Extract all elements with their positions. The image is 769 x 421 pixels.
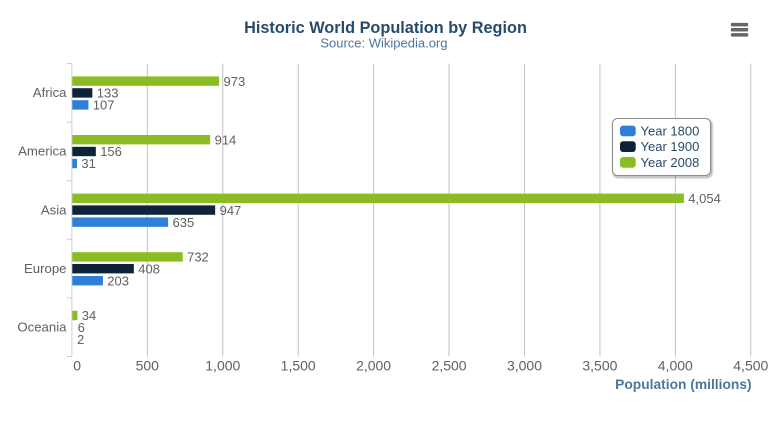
svg-text:4,000: 4,000 bbox=[658, 358, 693, 374]
svg-text:Europe: Europe bbox=[24, 261, 67, 276]
svg-text:Year 1800: Year 1800 bbox=[641, 123, 700, 138]
svg-text:2,000: 2,000 bbox=[356, 358, 391, 374]
svg-text:3,500: 3,500 bbox=[582, 358, 617, 374]
svg-text:1,000: 1,000 bbox=[205, 358, 240, 374]
svg-text:Year 2008: Year 2008 bbox=[641, 155, 700, 170]
svg-text:0: 0 bbox=[73, 358, 81, 374]
svg-text:732: 732 bbox=[187, 250, 209, 265]
svg-text:4,054: 4,054 bbox=[688, 191, 721, 206]
svg-text:156: 156 bbox=[100, 144, 122, 159]
svg-text:America: America bbox=[18, 144, 67, 159]
svg-text:107: 107 bbox=[93, 98, 115, 113]
svg-text:4,500: 4,500 bbox=[733, 358, 768, 374]
svg-text:408: 408 bbox=[138, 261, 160, 276]
svg-text:203: 203 bbox=[107, 273, 129, 288]
svg-text:947: 947 bbox=[220, 203, 242, 218]
svg-text:133: 133 bbox=[97, 86, 119, 101]
svg-text:635: 635 bbox=[173, 215, 195, 230]
svg-text:2,500: 2,500 bbox=[432, 358, 467, 374]
svg-text:973: 973 bbox=[224, 74, 246, 89]
svg-text:2: 2 bbox=[77, 332, 84, 347]
svg-text:Oceania: Oceania bbox=[17, 320, 67, 335]
svg-text:3,000: 3,000 bbox=[507, 358, 542, 374]
svg-text:Africa: Africa bbox=[33, 85, 67, 100]
svg-text:1,500: 1,500 bbox=[281, 358, 316, 374]
svg-text:500: 500 bbox=[136, 358, 160, 374]
svg-text:Year 1900: Year 1900 bbox=[641, 139, 700, 154]
svg-text:6: 6 bbox=[78, 320, 85, 335]
svg-text:Asia: Asia bbox=[41, 202, 67, 217]
svg-text:Population (millions): Population (millions) bbox=[615, 377, 751, 392]
svg-text:34: 34 bbox=[82, 308, 96, 323]
svg-text:31: 31 bbox=[81, 156, 95, 171]
svg-text:914: 914 bbox=[215, 132, 237, 147]
svg-text:Source: Wikipedia.org: Source: Wikipedia.org bbox=[320, 35, 447, 50]
svg-text:Historic World Population by R: Historic World Population by Region bbox=[244, 19, 527, 37]
